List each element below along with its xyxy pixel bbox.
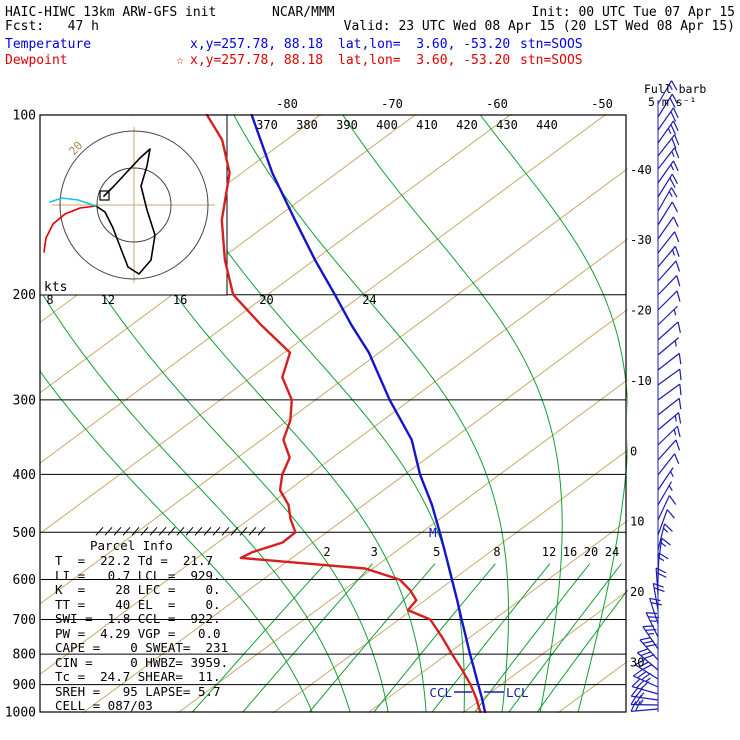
header-valid: Valid: 23 UTC Wed 08 Apr 15 (20 LST Wed …: [344, 19, 735, 34]
wind-barb-column: [630, 80, 682, 712]
svg-text:20: 20: [630, 585, 644, 599]
svg-text:-40: -40: [630, 163, 652, 177]
chart-text-overlay: HAIC-HIWC 13km ARW-GFS init NCAR/MMM Ini…: [5, 5, 735, 713]
svg-text:16: 16: [173, 293, 187, 307]
star-icon: ☆: [176, 53, 184, 68]
marker-ccl-label: CCL: [429, 685, 452, 700]
parcel-info-line: K = 28 LFC = 0.: [55, 582, 221, 597]
parcel-info-line: PW = 4.29 VGP = 0.0: [55, 626, 221, 641]
svg-text:-10: -10: [630, 374, 652, 388]
svg-text:420: 420: [456, 118, 478, 132]
marker-lcl-label: LCL: [506, 685, 529, 700]
header-model: HAIC-HIWC 13km ARW-GFS init: [5, 5, 216, 20]
svg-text:-70: -70: [381, 97, 403, 111]
svg-text:-50: -50: [591, 97, 613, 111]
svg-text:8: 8: [493, 545, 500, 559]
header-init: Init: 00 UTC Tue 07 Apr 15: [532, 5, 736, 20]
svg-text:300: 300: [13, 393, 36, 408]
svg-text:-60: -60: [486, 97, 508, 111]
parcel-info-line: LI = 0.7 LCL = 929.: [55, 568, 221, 583]
svg-text:500: 500: [13, 526, 36, 541]
temperature-readout-xy: x,y=257.78, 88.18: [190, 37, 323, 52]
svg-text:0: 0: [630, 444, 637, 458]
dewpoint-readout-xy: x,y=257.78, 88.18: [190, 53, 323, 68]
freezing-hatch-marks: [95, 526, 266, 536]
sounding-profiles: [205, 114, 504, 713]
hodograph-inset: [39, 114, 228, 296]
svg-text:12: 12: [101, 293, 115, 307]
parcel-info-line: CAPE = 0 SWEAT= 231: [55, 640, 228, 655]
parcel-info-line: SREH = 95 LAPSE= 5.7: [55, 684, 221, 699]
svg-text:410: 410: [416, 118, 438, 132]
legend-dewpoint-label: Dewpoint: [5, 53, 68, 68]
barb-legend-units: 5 m s⁻¹: [648, 95, 696, 109]
svg-text:400: 400: [376, 118, 398, 132]
svg-text:16: 16: [563, 545, 577, 559]
header-fcst: Fcst: 47 h: [5, 19, 99, 34]
svg-text:12: 12: [542, 545, 556, 559]
svg-text:20: 20: [259, 293, 273, 307]
svg-text:200: 200: [13, 288, 36, 303]
legend-temperature-label: Temperature: [5, 37, 91, 52]
parcel-info-line: Tc = 24.7 SHEAR= 11.: [55, 669, 221, 684]
svg-text:700: 700: [13, 613, 36, 628]
svg-text:-30: -30: [630, 233, 652, 247]
generated-chart-lay ers: 1002003004005006007008009001000-80 -70 -60…: [5, 80, 682, 721]
temperature-readout-latlon: lat,lon= 3.60, -53.20: [338, 37, 510, 52]
svg-text:1000: 1000: [5, 706, 36, 721]
dewpoint-readout-latlon: lat,lon= 3.60, -53.20: [338, 53, 510, 68]
parcel-info-line: CELL = 087/03: [55, 698, 153, 713]
svg-text:30: 30: [630, 655, 644, 669]
header-center: NCAR/MMM: [272, 5, 335, 20]
marker-m-label: M: [429, 525, 437, 540]
svg-text:24: 24: [605, 545, 619, 559]
svg-text:440: 440: [536, 118, 558, 132]
svg-text:10: 10: [630, 515, 644, 529]
parcel-info-line: SWI = 1.8 CCL = 922.: [55, 611, 221, 626]
parcel-info-line: CIN = 0 HWBZ= 3959.: [55, 655, 228, 670]
svg-text:800: 800: [13, 648, 36, 663]
svg-text:390: 390: [336, 118, 358, 132]
svg-text:380: 380: [296, 118, 318, 132]
svg-text:2: 2: [323, 545, 330, 559]
parcel-info-line: T = 22.2 Td = 21.7: [55, 553, 213, 568]
barb-legend-title: Full barb: [644, 82, 706, 96]
svg-text:430: 430: [496, 118, 518, 132]
svg-text:5: 5: [433, 545, 440, 559]
svg-text:24: 24: [362, 293, 376, 307]
temperature-readout-stn: stn=SOOS: [520, 37, 583, 52]
svg-text:600: 600: [13, 573, 36, 588]
svg-text:100: 100: [13, 109, 36, 124]
svg-text:-80: -80: [276, 97, 298, 111]
svg-text:20: 20: [584, 545, 598, 559]
hodograph-units-label: kts: [44, 280, 67, 295]
svg-text:900: 900: [13, 678, 36, 693]
svg-text:3: 3: [371, 545, 378, 559]
dewpoint-readout-stn: stn=SOOS: [520, 53, 583, 68]
svg-text:8: 8: [46, 293, 53, 307]
parcel-info-title: Parcel Info: [90, 538, 173, 553]
parcel-info-line: TT = 40 EL = 0.: [55, 597, 221, 612]
svg-text:-20: -20: [630, 304, 652, 318]
svg-text:370: 370: [256, 118, 278, 132]
svg-text:400: 400: [13, 468, 36, 483]
